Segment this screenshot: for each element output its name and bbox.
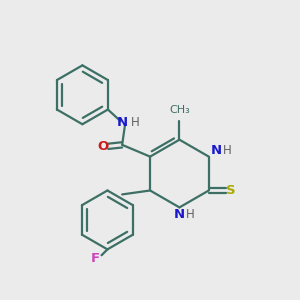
Text: N: N <box>174 208 185 221</box>
Text: F: F <box>91 252 100 265</box>
Text: N: N <box>211 144 222 157</box>
Text: H: H <box>223 144 232 157</box>
Text: S: S <box>226 184 236 197</box>
Text: N: N <box>117 116 128 129</box>
Text: H: H <box>131 116 140 129</box>
Text: O: O <box>98 140 109 153</box>
Text: CH₃: CH₃ <box>169 105 190 115</box>
Text: H: H <box>186 208 195 221</box>
